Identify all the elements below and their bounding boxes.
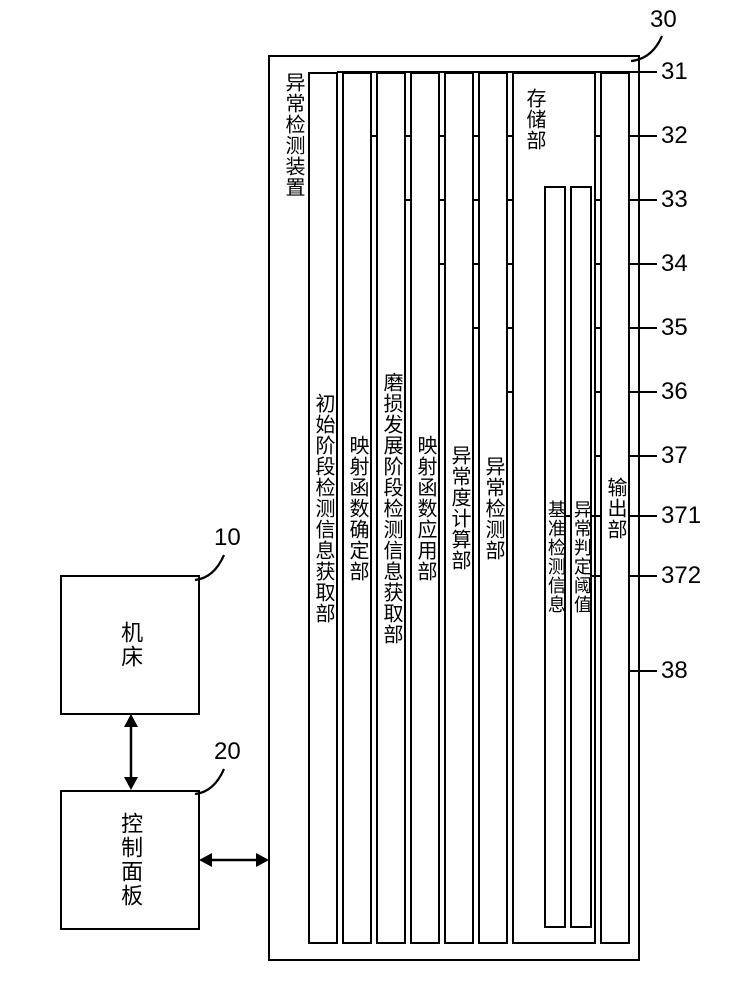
arrow-10-20: [124, 714, 138, 790]
label-37: 存储部: [520, 88, 549, 151]
lead-curve-10: [192, 552, 228, 584]
ref-372: 372: [661, 562, 701, 590]
block-372: 异常判定阈值: [570, 186, 592, 928]
label-control-panel: 控制面板: [118, 812, 142, 908]
label-anomaly-device: 异常检测装置: [279, 72, 308, 198]
ref-34: 34: [661, 250, 688, 278]
ref-31: 31: [661, 58, 688, 86]
lead-curve-20: [192, 766, 228, 798]
block-36: 异常检测部: [478, 72, 508, 944]
block-33: 磨损发展阶段检测信息获取部: [376, 72, 406, 944]
label-34: 映射函数应用部: [414, 435, 436, 582]
diagram-canvas: 机床 10 控制面板 20 异常检测装置 30 初始阶段检测信息获取部 31 映…: [0, 0, 729, 1000]
block-38: 输出部: [600, 72, 630, 944]
block-control-panel: 控制面板: [60, 790, 200, 930]
label-35: 异常度计算部: [448, 445, 470, 571]
label-31: 初始阶段检测信息获取部: [312, 393, 334, 624]
block-371: 基准检测信息: [544, 186, 566, 928]
ref-30: 30: [650, 6, 677, 34]
block-31: 初始阶段检测信息获取部: [308, 72, 338, 944]
ref-10: 10: [214, 524, 241, 552]
ref-20: 20: [214, 738, 241, 766]
arrow-20-30: [199, 853, 269, 867]
label-32: 映射函数确定部: [346, 435, 368, 582]
ref-38: 38: [661, 657, 688, 685]
block-machine-tool: 机床: [60, 575, 200, 715]
label-372: 异常判定阈值: [571, 500, 591, 614]
block-34: 映射函数应用部: [410, 72, 440, 944]
ref-37: 37: [661, 442, 688, 470]
label-33: 磨损发展阶段检测信息获取部: [380, 372, 402, 645]
ref-371: 371: [661, 502, 701, 530]
label-38: 输出部: [604, 477, 626, 540]
label-machine-tool: 机床: [118, 621, 142, 669]
ref-36: 36: [661, 378, 688, 406]
label-36: 异常检测部: [482, 456, 504, 561]
ref-32: 32: [661, 122, 688, 150]
lead-38: [629, 670, 657, 672]
block-32: 映射函数确定部: [342, 72, 372, 944]
ref-35: 35: [661, 314, 688, 342]
label-371: 基准检测信息: [545, 500, 565, 614]
block-35: 异常度计算部: [444, 72, 474, 944]
ref-33: 33: [661, 186, 688, 214]
